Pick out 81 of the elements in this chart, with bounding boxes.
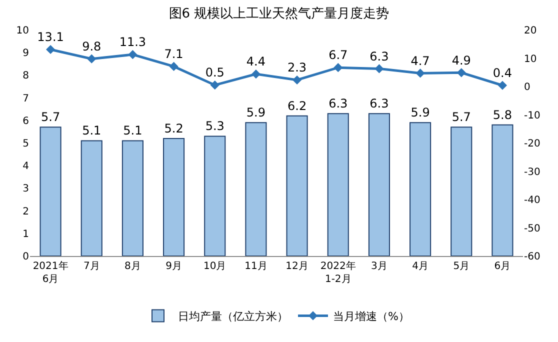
x-tick-label: 2022年 1-2月 — [320, 260, 356, 285]
x-tick-label: 5月 — [453, 261, 470, 272]
point — [416, 68, 425, 78]
y-tick-label: 9 — [22, 48, 29, 60]
data-label: 5.7 — [452, 110, 471, 124]
point — [169, 62, 178, 71]
y2-tick-label: -60 — [524, 252, 540, 262]
x-tick-label: 6月 — [494, 261, 511, 272]
data-label: 6.3 — [370, 49, 389, 64]
bar — [204, 136, 226, 256]
data-label: 5.1 — [123, 124, 142, 138]
data-label: 4.9 — [452, 53, 471, 68]
x-tick-label: 4月 — [412, 261, 428, 272]
data-label: 5.8 — [492, 108, 512, 122]
point — [251, 70, 261, 79]
data-label: 5.3 — [205, 119, 224, 134]
x-tick-label: 7月 — [83, 261, 100, 272]
x-tick-label: 2021年 6月 — [32, 260, 68, 285]
bar — [245, 122, 267, 256]
data-label: 5.9 — [246, 106, 266, 120]
data-label: 4.4 — [246, 54, 266, 69]
x-tick-label: 9月 — [166, 261, 182, 272]
y2-tick-label: -40 — [524, 195, 540, 206]
data-label: 5.2 — [164, 121, 184, 136]
data-label: 4.7 — [410, 54, 430, 68]
y-tick-label: 2 — [22, 206, 29, 218]
point — [87, 54, 96, 64]
point — [292, 75, 302, 85]
y-tick-label: 3 — [22, 184, 29, 195]
y2-tick-label: -30 — [524, 166, 540, 178]
x-tick-label: 10月 — [204, 261, 226, 272]
data-label: 9.8 — [82, 39, 102, 54]
y-tick-label: 0 — [22, 252, 29, 262]
x-tick-label: 11月 — [244, 261, 268, 272]
bar — [40, 126, 62, 256]
data-label: 6.2 — [287, 98, 307, 113]
point — [498, 80, 508, 90]
bar — [286, 115, 308, 256]
y-tick-label: 10 — [16, 26, 29, 36]
legend-label: 当月增速（%） — [333, 310, 410, 323]
point — [128, 50, 138, 60]
y2-tick-label: 20 — [524, 26, 537, 36]
data-label: 13.1 — [37, 30, 64, 44]
data-label: 0.5 — [205, 66, 224, 80]
chart-title: 图6 规模以上工业天然气产量月度走势 — [168, 6, 390, 22]
x-tick-label: 3月 — [371, 261, 388, 272]
y-tick-label: 7 — [22, 93, 29, 104]
bar — [450, 126, 472, 256]
x-tick-label: 8月 — [124, 261, 141, 272]
bar — [492, 124, 514, 256]
y-tick-label: 8 — [22, 70, 29, 82]
data-label: 6.3 — [370, 96, 389, 111]
bar — [80, 140, 102, 256]
point — [374, 64, 384, 74]
data-label: 6.3 — [328, 96, 348, 111]
y-tick-label: 5 — [22, 138, 29, 150]
y2-tick-label: 10 — [524, 54, 537, 65]
bar — [368, 113, 390, 256]
bar — [410, 122, 432, 256]
x-tick-label: 12月 — [286, 261, 308, 272]
y-tick-label: 6 — [22, 116, 29, 127]
point — [210, 80, 220, 90]
legend-label: 日均产量（亿立方米） — [178, 310, 288, 323]
data-label: 7.1 — [164, 47, 184, 62]
data-label: 5.7 — [40, 110, 60, 124]
y2-tick-label: -20 — [524, 138, 540, 150]
y-tick-label: 1 — [22, 228, 29, 240]
bar — [122, 140, 144, 256]
y2-tick-label: 0 — [524, 82, 530, 93]
data-label: 5.9 — [410, 106, 430, 120]
data-label: 6.7 — [328, 48, 348, 62]
y-tick-label: 4 — [22, 161, 29, 172]
data-label: 2.3 — [287, 60, 307, 75]
bar — [163, 138, 185, 256]
point — [46, 44, 56, 54]
data-label: 5.1 — [82, 124, 102, 138]
y2-tick-label: -10 — [524, 110, 540, 122]
data-label: 0.4 — [492, 66, 512, 80]
bar — [327, 113, 349, 256]
y2-tick-label: -50 — [524, 223, 540, 234]
data-label: 11.3 — [119, 35, 146, 50]
